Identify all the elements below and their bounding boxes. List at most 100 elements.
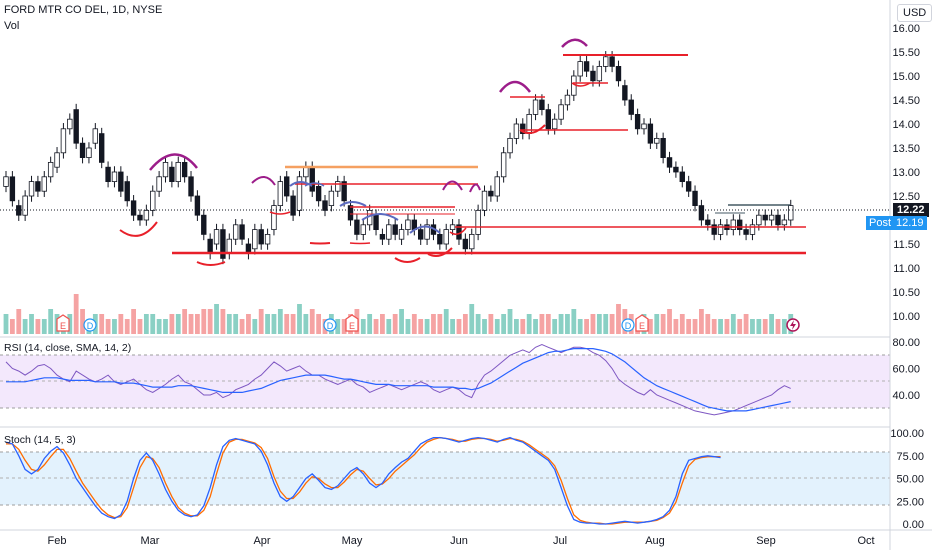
stoch-lines <box>5 436 721 525</box>
arc-top-2 <box>251 176 276 186</box>
earnings-marker <box>345 314 359 332</box>
volume-bars <box>3 294 794 334</box>
candle-body <box>169 166 175 182</box>
candle-body <box>577 61 583 77</box>
candles <box>3 51 794 265</box>
candle-body <box>143 209 150 221</box>
candle-body <box>551 118 558 130</box>
candle-body <box>232 224 239 240</box>
event-marker-label: E <box>639 321 645 331</box>
price-tick-label: 13.00 <box>892 167 920 179</box>
flash-icon[interactable] <box>786 318 800 332</box>
candle-body <box>628 99 634 115</box>
arc-bottom-10 <box>571 82 591 87</box>
candle-body <box>194 195 201 216</box>
volume-bar <box>737 319 743 334</box>
currency-button[interactable]: USD <box>897 4 932 22</box>
price-tick-label: 15.50 <box>892 47 920 59</box>
volume-bar <box>667 309 672 334</box>
volume-bar <box>246 314 251 334</box>
volume-bar <box>616 304 621 334</box>
volume-bar <box>718 319 723 334</box>
candle-body <box>500 152 507 178</box>
arc-top-1 <box>149 153 198 171</box>
candle-body <box>405 219 411 230</box>
candle-body <box>609 56 615 67</box>
candle-body <box>290 195 296 216</box>
candle-body <box>596 66 603 82</box>
arc-bottom-9 <box>519 124 546 135</box>
volume-bar <box>475 314 481 334</box>
candle-body <box>424 224 430 240</box>
arc-top-5 <box>339 201 367 207</box>
candle-body <box>692 190 698 206</box>
volume-bar <box>424 319 430 334</box>
candle-body <box>284 176 290 197</box>
candle-body <box>768 214 775 221</box>
candle-body <box>207 238 213 254</box>
candle-body <box>322 200 328 211</box>
candle-body <box>264 233 271 245</box>
arc-bottom-7 <box>427 247 453 257</box>
candle-body <box>564 94 571 106</box>
candle-body <box>137 214 143 221</box>
candle-body <box>9 176 16 202</box>
volume-bar <box>258 309 264 334</box>
volume-bar <box>711 319 717 334</box>
volume-bar <box>284 314 290 334</box>
candle-body <box>303 166 309 178</box>
volume-bar <box>590 314 596 334</box>
time-tick-label: Mar <box>141 535 160 547</box>
candle-body <box>417 229 424 240</box>
candle-body <box>79 142 86 158</box>
candle-body <box>347 205 354 221</box>
candle-body <box>513 123 520 139</box>
arc-top-10 <box>499 80 531 93</box>
volume-bar <box>341 319 347 334</box>
rsi-sma-line <box>6 348 791 412</box>
candle-body <box>296 176 303 211</box>
candle-body <box>175 161 181 182</box>
volume-bar <box>699 309 704 334</box>
candle-body <box>539 99 545 110</box>
volume-bar <box>207 309 213 334</box>
volume-bar <box>156 319 162 334</box>
stoch-tick-label: 75.00 <box>896 451 924 463</box>
candle-body <box>309 166 315 192</box>
volume-bar <box>775 319 781 334</box>
candle-body <box>781 219 788 226</box>
candle-body <box>271 205 277 231</box>
volume-bar <box>316 314 322 334</box>
volume-bar <box>545 314 551 334</box>
volume-bar <box>437 314 443 334</box>
candle-body <box>373 214 379 230</box>
event-marker-label: D <box>327 321 334 331</box>
candle-body <box>475 209 481 235</box>
volume-bar <box>488 314 494 334</box>
rsi-lines <box>5 344 791 416</box>
volume-bar <box>526 314 532 334</box>
candle-body <box>60 128 67 154</box>
candle-body <box>615 66 622 82</box>
price-tick-label: 16.00 <box>892 23 920 35</box>
candle-body <box>737 219 743 230</box>
price-tick-label: 13.50 <box>892 143 920 155</box>
candle-body <box>315 185 322 202</box>
candle-body <box>213 229 220 245</box>
arc-bottom-6 <box>394 257 421 263</box>
candle-body <box>47 161 54 178</box>
candle-body <box>647 123 654 144</box>
candle-body <box>35 181 41 192</box>
volume-bar <box>482 319 487 334</box>
volume-bar <box>603 314 609 334</box>
arc-top-4 <box>304 182 325 187</box>
volume-bar <box>150 314 156 334</box>
candle-body <box>532 99 539 115</box>
volume-bar <box>443 309 449 334</box>
candle-body <box>590 70 596 82</box>
stoch-tick-label: 25.00 <box>896 496 924 508</box>
volume-bar <box>596 314 602 334</box>
volume-bar <box>118 314 124 334</box>
